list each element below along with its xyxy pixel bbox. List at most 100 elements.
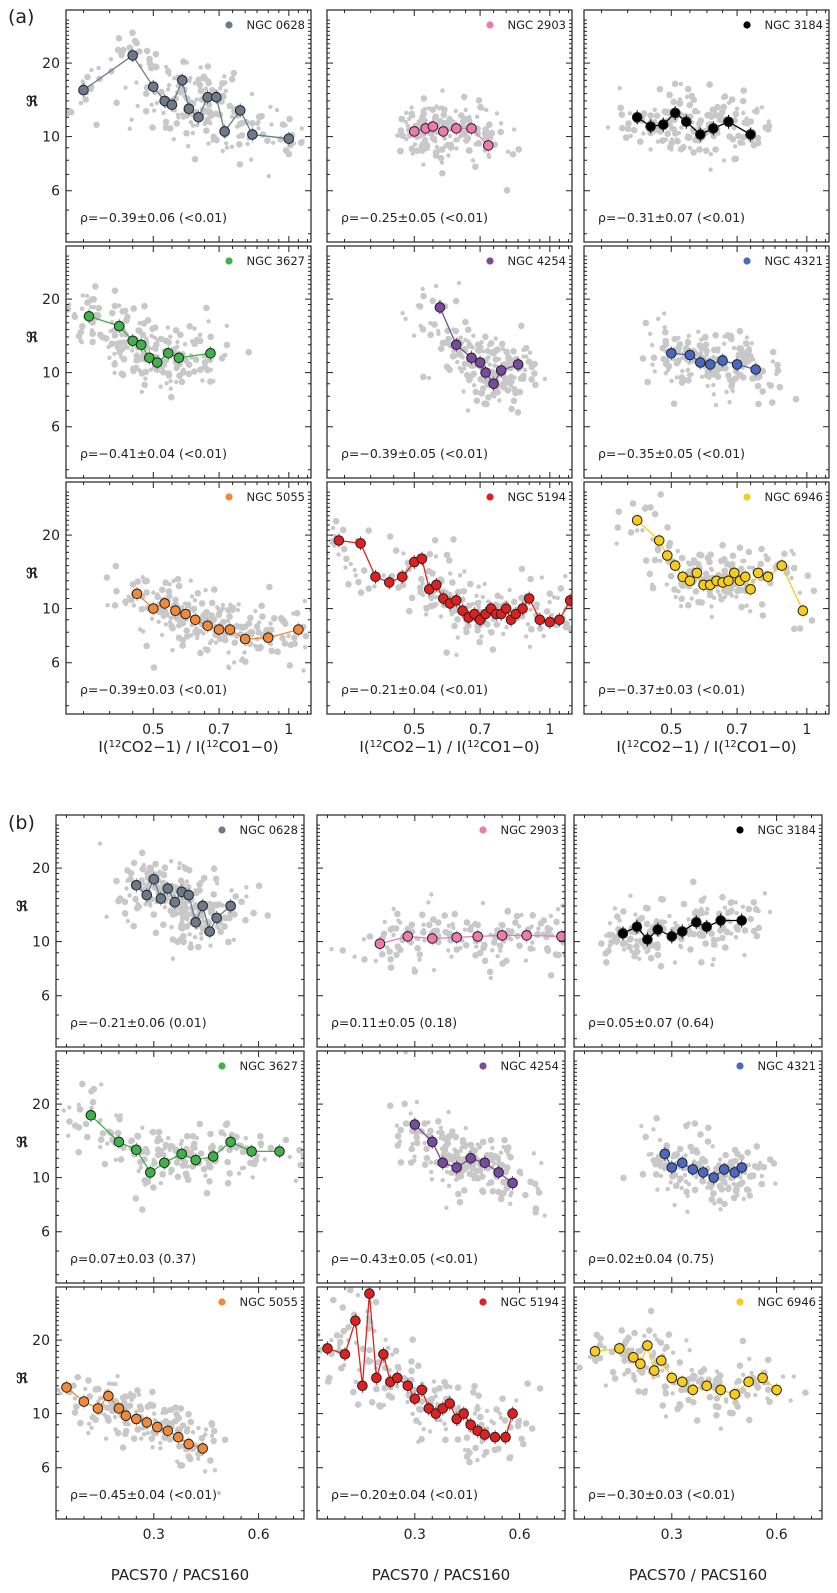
scatter-point: [491, 939, 498, 946]
scatter-point: [659, 1174, 663, 1178]
scatter-point: [710, 615, 714, 619]
scatter-point: [496, 1158, 500, 1162]
scatter-point: [450, 612, 454, 616]
binned-point: [508, 1178, 518, 1188]
scatter-point: [207, 334, 214, 341]
scatter-point: [150, 617, 154, 621]
x-axis-label-part: CO1−0): [480, 738, 540, 756]
scatter-point: [417, 303, 424, 310]
scatter-point: [609, 608, 616, 615]
scatter-point: [90, 1099, 97, 1106]
scatter-point: [745, 604, 749, 608]
scatter-point: [744, 1149, 751, 1156]
binned-point: [152, 358, 162, 368]
scatter-point: [107, 1381, 111, 1385]
galaxy-color-dot: [743, 21, 750, 28]
binned-point: [716, 916, 726, 926]
y-tick-label: 6: [51, 184, 60, 200]
scatter-point: [435, 919, 442, 926]
scatter-point: [446, 153, 450, 157]
scatter-point: [253, 609, 257, 613]
panel-content: [606, 81, 773, 172]
scatter-point: [138, 1406, 145, 1413]
scatter-point: [791, 626, 798, 633]
binned-point: [203, 92, 213, 102]
scatter-point: [193, 81, 197, 85]
scatter-point: [271, 615, 278, 622]
scatter-point: [755, 1164, 762, 1171]
scatter-point: [608, 944, 612, 948]
scatter-point: [403, 317, 407, 321]
binned-point: [452, 124, 462, 134]
binned-point: [149, 82, 159, 92]
scatter-point: [392, 907, 396, 911]
scatter-point: [436, 1130, 440, 1134]
binned-point: [654, 536, 664, 546]
scatter-point: [160, 1411, 164, 1415]
scatter-point: [282, 620, 289, 627]
scatter-point: [487, 969, 494, 976]
scatter-point: [149, 124, 156, 131]
scatter-point: [419, 912, 426, 919]
binned-point: [184, 104, 194, 114]
scatter-point: [477, 600, 481, 604]
y-axis-label: ℜ: [16, 1135, 28, 1151]
scatter-point: [62, 1108, 66, 1112]
scatter-point: [556, 596, 560, 600]
scatter-point: [185, 1453, 192, 1460]
scatter-point: [195, 97, 199, 101]
scatter-point: [506, 1153, 510, 1157]
scatter-point: [177, 866, 181, 870]
scatter-point: [676, 549, 680, 553]
binned-point: [663, 551, 673, 561]
scatter-point: [180, 939, 187, 946]
scatter-point: [648, 147, 652, 151]
scatter-point: [426, 900, 430, 904]
scatter-point: [435, 1118, 442, 1125]
scatter-point: [667, 365, 671, 369]
scatter-point: [746, 549, 753, 556]
scatter-point: [32, 1422, 36, 1426]
scatter-point: [729, 931, 733, 935]
correlation-label: ρ=0.11±0.05 (0.18): [331, 1015, 457, 1030]
scatter-point: [361, 567, 368, 574]
scatter-point: [130, 923, 137, 930]
scatter-point: [687, 946, 694, 953]
scatter-point: [244, 894, 248, 898]
scatter-point: [743, 350, 750, 357]
scatter-point: [171, 911, 175, 915]
correlation-label: ρ=−0.31±0.07 (<0.01): [598, 210, 745, 225]
scatter-point: [475, 1175, 482, 1182]
scatter-point: [154, 1138, 161, 1145]
scatter-point: [589, 958, 596, 965]
binned-line: [84, 55, 289, 138]
binned-point: [692, 568, 702, 578]
scatter-point: [449, 955, 453, 959]
scatter-point: [710, 1190, 717, 1197]
scatter-point: [87, 1422, 91, 1426]
scatter-point: [653, 1171, 660, 1178]
scatter-point: [427, 1128, 434, 1135]
scatter-point: [260, 131, 267, 138]
scatter-point: [189, 941, 193, 945]
scatter-point: [210, 891, 217, 898]
panel-content: [49, 30, 305, 179]
scatter-point: [657, 86, 664, 93]
scatter-point: [754, 1143, 761, 1150]
binned-point: [475, 358, 485, 368]
scatter-point: [168, 335, 172, 339]
scatter-point: [66, 1134, 70, 1138]
scatter-point: [657, 1164, 661, 1168]
scatter-point: [268, 648, 275, 655]
scatter-point: [155, 101, 159, 105]
scatter-point: [142, 1177, 149, 1184]
binned-point: [667, 349, 677, 359]
scatter-point: [128, 127, 132, 131]
x-axis-label-part: CO2−1) / I(: [639, 738, 724, 756]
binned-point: [212, 92, 222, 102]
scatter-point: [194, 630, 201, 637]
scatter-point: [511, 398, 518, 405]
scatter-point: [271, 141, 275, 145]
binned-point: [410, 127, 420, 137]
scatter-point: [528, 351, 532, 355]
